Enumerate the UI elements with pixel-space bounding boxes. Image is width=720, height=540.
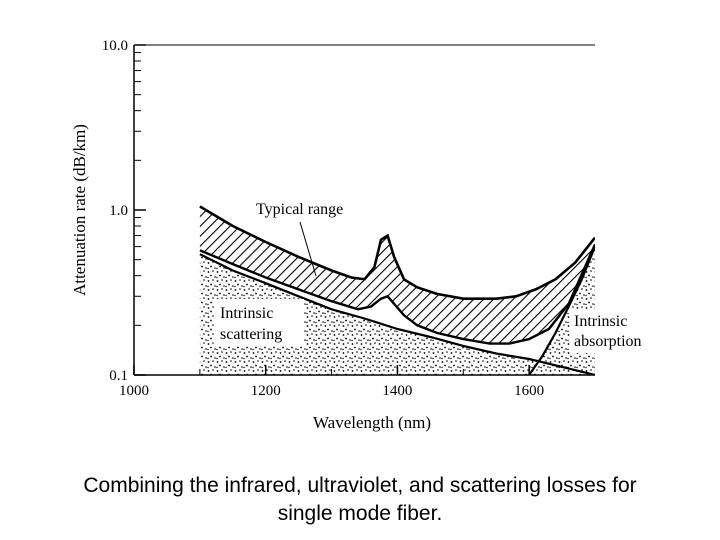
annotation-absorption-line1: Intrinsic — [574, 313, 627, 330]
attenuation-chart: 0.1 1.0 10.0 1000 1200 1400 1600 Wavelength (n… — [70, 38, 662, 432]
annotation-scattering-line1: Intrinsic — [220, 305, 273, 322]
y-tick-label: 10.0 — [102, 38, 128, 54]
series-layer — [199, 205, 595, 375]
y-axis-label: Attenuation rate (dB/km) — [70, 124, 89, 296]
annotation-typical-range-leader — [299, 221, 317, 277]
annotation-absorption-line2: absorption — [574, 333, 642, 350]
typical-range-band — [199, 206, 595, 344]
x-tick-label: 1200 — [251, 383, 281, 399]
intrinsic-scattering-line — [199, 253, 595, 375]
annotation-typical-range: Typical range — [256, 201, 343, 218]
caption-line-2: single mode fiber. — [277, 502, 443, 525]
axis-ticks: 0.1 1.0 10.0 1000 1200 1400 1600 — [102, 38, 544, 399]
typical-range-lower-line — [199, 243, 595, 345]
typical-range-upper-line — [199, 205, 595, 300]
caption-line-1: Combining the infrared, ultraviolet, and… — [83, 474, 637, 497]
annotation-absorption-box — [570, 309, 662, 353]
x-tick-label: 1000 — [119, 383, 149, 399]
x-tick-label: 1600 — [514, 383, 544, 399]
annotation-scattering-box — [214, 299, 304, 345]
y-tick-label: 0.1 — [109, 368, 128, 384]
x-tick-label: 1400 — [382, 383, 412, 399]
y-tick-label: 1.0 — [109, 203, 128, 219]
intrinsic-absorption-line — [528, 246, 595, 375]
x-axis-label: Wavelength (nm) — [313, 413, 431, 432]
figure-caption: Combining the infrared, ultraviolet, and… — [0, 472, 720, 528]
annotation-scattering-line2: scattering — [220, 326, 282, 343]
